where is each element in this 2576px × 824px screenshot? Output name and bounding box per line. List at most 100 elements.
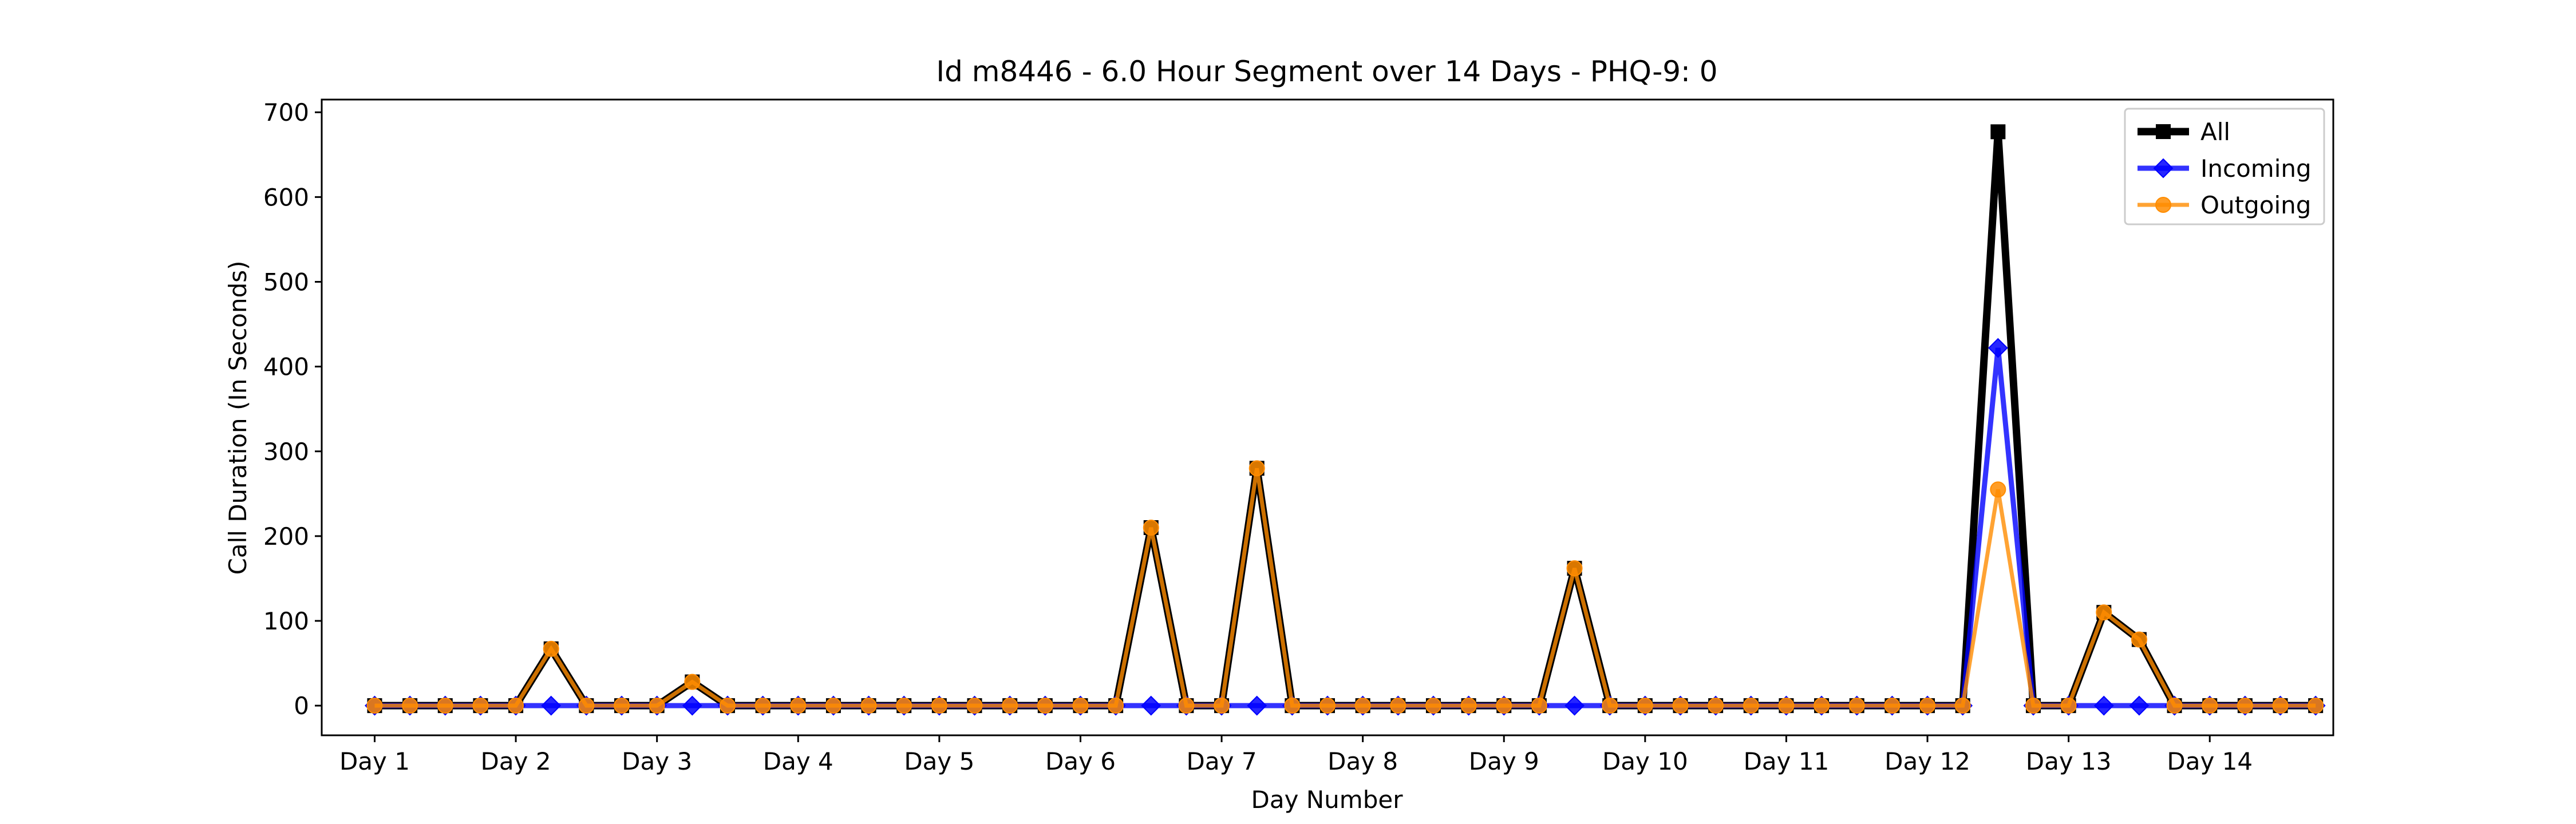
x-tick-label: Day 10 (1602, 747, 1688, 775)
data-point (1460, 698, 1477, 714)
data-point (1249, 460, 1265, 477)
data-point (2129, 695, 2150, 716)
legend-label: Outgoing (2200, 191, 2311, 219)
data-point (1814, 698, 1830, 714)
plot-area (365, 124, 2326, 716)
data-point (1990, 481, 2006, 498)
data-point (1564, 695, 1585, 716)
data-point (1988, 338, 2008, 358)
data-point (1425, 698, 1441, 714)
data-point (508, 698, 524, 714)
data-point (1496, 698, 1512, 714)
data-point (1602, 698, 1618, 714)
data-point (2272, 698, 2289, 714)
y-tick-label: 200 (263, 522, 309, 550)
data-point (2308, 698, 2324, 714)
data-point (366, 698, 383, 714)
legend-entry: Incoming (2138, 154, 2312, 183)
data-point (402, 698, 418, 714)
x-tick-label: Day 7 (1187, 747, 1257, 775)
data-point (1141, 695, 1161, 716)
y-tick-label: 400 (263, 353, 309, 381)
x-axis-label: Day Number (1251, 786, 1403, 814)
data-point (2131, 631, 2147, 648)
data-point (1990, 124, 2006, 140)
data-point (1002, 698, 1018, 714)
data-point (541, 695, 562, 716)
data-point (1637, 698, 1653, 714)
data-point (896, 698, 912, 714)
chart-title: Id m8446 - 6.0 Hour Segment over 14 Days… (936, 55, 1717, 88)
x-tick-label: Day 8 (1327, 747, 1398, 775)
data-point (1354, 698, 1371, 714)
data-point (719, 698, 736, 714)
data-point (2093, 695, 2114, 716)
data-point (1108, 698, 1124, 714)
y-axis-label: Call Duration (In Seconds) (224, 260, 252, 575)
x-tick-label: Day 1 (339, 747, 410, 775)
x-tick-label: Day 14 (2167, 747, 2253, 775)
x-tick-label: Day 12 (1884, 747, 1970, 775)
legend-marker (2155, 197, 2171, 213)
series-outgoing (366, 460, 2324, 714)
data-point (1178, 698, 1195, 714)
x-tick-label: Day 4 (763, 747, 833, 775)
data-point (1778, 698, 1795, 714)
data-point (1531, 698, 1547, 714)
data-point (1954, 698, 1971, 714)
legend: All Incoming Outgoing (2124, 108, 2325, 225)
x-tick-label: Day 6 (1045, 747, 1116, 775)
data-point (825, 698, 841, 714)
x-tick-label: Day 9 (1469, 747, 1539, 775)
y-tick-label: 500 (263, 268, 309, 296)
data-point (1848, 698, 1865, 714)
data-point (1037, 698, 1053, 714)
data-point (1919, 698, 1936, 714)
legend-marker (2153, 158, 2174, 179)
x-tick-label: Day 5 (904, 747, 974, 775)
data-point (1284, 698, 1301, 714)
data-point (1708, 698, 1724, 714)
data-point (1247, 695, 1267, 716)
data-point (2202, 698, 2218, 714)
data-point (1390, 698, 1406, 714)
x-tick-label: Day 2 (481, 747, 551, 775)
legend-label: Incoming (2200, 154, 2312, 183)
data-point (1072, 698, 1089, 714)
plot-frame (321, 98, 2334, 736)
legend-marker (2156, 124, 2171, 139)
data-point (1566, 560, 1583, 577)
y-tick-label: 300 (263, 438, 309, 466)
data-point (1319, 698, 1336, 714)
data-point (1143, 520, 1159, 536)
data-point (2060, 698, 2077, 714)
data-point (543, 640, 559, 657)
y-tick-label: 700 (263, 98, 309, 126)
x-tick-label: Day 3 (622, 747, 692, 775)
data-point (790, 698, 807, 714)
data-point (2096, 604, 2112, 621)
data-point (682, 695, 702, 716)
legend-label: All (2200, 118, 2230, 146)
data-point (684, 674, 701, 690)
y-tick-label: 600 (263, 183, 309, 211)
x-tick-label: Day 11 (1744, 747, 1830, 775)
y-tick-label: 0 (294, 692, 309, 720)
legend-entry: Outgoing (2138, 191, 2311, 219)
data-point (966, 698, 983, 714)
data-point (931, 698, 947, 714)
y-tick-label: 100 (263, 607, 309, 635)
data-point (754, 698, 771, 714)
x-tick-label: Day 13 (2026, 747, 2112, 775)
data-point (578, 698, 595, 714)
data-point (1214, 698, 1230, 714)
x-axis: Day 1 Day 2 Day 3 Day 4 Day 5 Day 6 Day 7 Day 8… (339, 735, 2253, 775)
data-point (1743, 698, 1759, 714)
data-point (860, 698, 877, 714)
data-point (2237, 698, 2253, 714)
data-point (2025, 698, 2041, 714)
legend-entry: All (2138, 118, 2230, 146)
data-point (472, 698, 489, 714)
data-point (1672, 698, 1689, 714)
